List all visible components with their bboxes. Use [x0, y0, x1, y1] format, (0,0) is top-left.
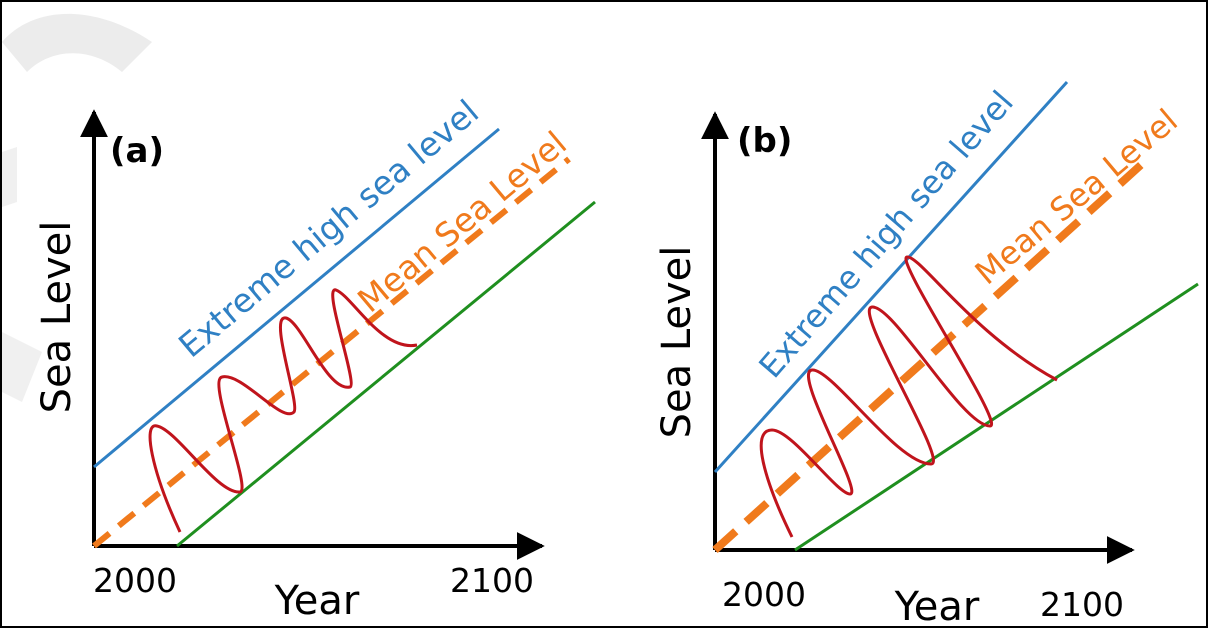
- panel-a-tag: (a): [110, 131, 164, 171]
- panel-b-extreme-line: [713, 80, 1069, 474]
- panel-b: (b) Sea Level Year 2000 2100 Extreme hig…: [654, 80, 1199, 626]
- panel-a-wave: [148, 288, 418, 533]
- panel-a-x-end-label: 2100: [450, 561, 534, 600]
- panel-b-tag: (b): [737, 121, 792, 161]
- panel-a-extreme-line: [93, 127, 500, 469]
- panel-a-mean-label: Mean Sea Level: [350, 123, 574, 320]
- panel-a-x-start-label: 2000: [93, 561, 177, 600]
- panel-b-mean-line: [712, 161, 1145, 553]
- panel-b-low-line: [794, 282, 1199, 552]
- panel-a-mean-line: [92, 156, 571, 549]
- panel-b-x-start-label: 2000: [722, 575, 806, 614]
- panel-b-x-end-label: 2100: [1040, 585, 1124, 624]
- panel-a-x-axis-label: Year: [274, 578, 360, 624]
- panel-b-y-axis-label: Sea Level: [654, 246, 700, 439]
- panel-a: (a) Sea Level Year 2000 2100 Extreme hig…: [34, 92, 596, 624]
- panel-a-y-axis-label: Sea Level: [34, 221, 80, 414]
- panel-b-x-axis-label: Year: [894, 584, 980, 626]
- panel-a-low-line: [176, 200, 596, 548]
- watermark-graphic: [2, 13, 152, 402]
- panel-b-wave: [759, 255, 1058, 538]
